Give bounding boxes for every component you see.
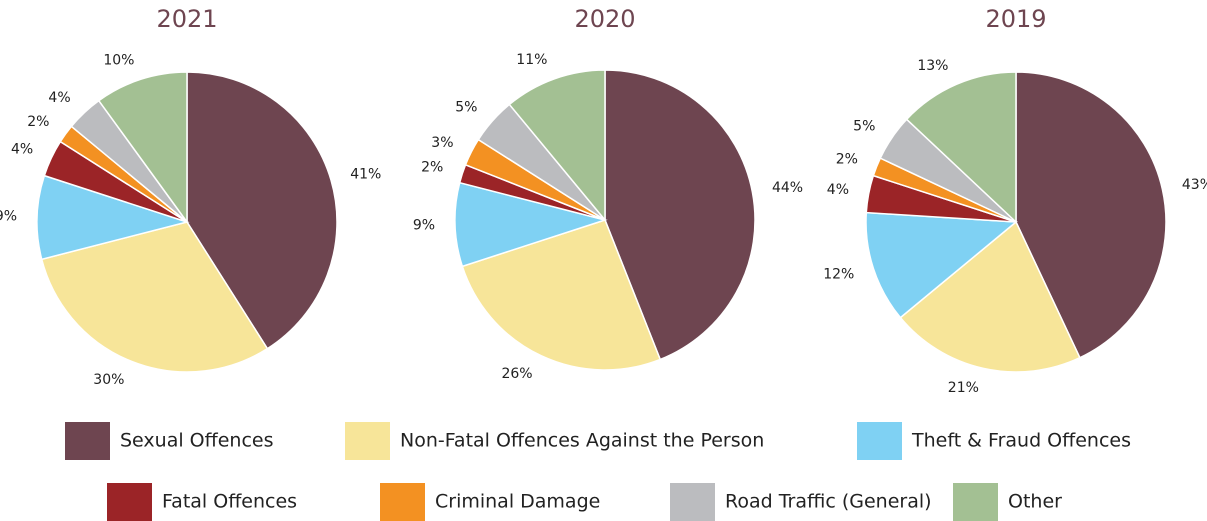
data-label: 4% [11,142,33,158]
legend-swatch [107,483,152,521]
pie-slice [36,174,190,261]
data-label: 21% [948,380,979,396]
legend-swatch [953,483,998,521]
legend-label: Theft & Fraud Offences [911,430,1131,452]
data-label: 43% [1182,177,1207,193]
legend-label: Criminal Damage [435,491,600,513]
legend-swatch [380,483,425,521]
data-label: 26% [501,366,532,382]
data-label: 9% [413,217,435,233]
data-label: 2% [836,151,858,167]
data-label: 5% [853,118,875,134]
legend-label: Road Traffic (General) [725,491,932,513]
data-label: 2% [27,114,49,130]
pie-slice [454,181,608,268]
data-label: 44% [772,180,803,196]
pie-slice [186,71,338,350]
data-label: 9% [0,209,17,225]
pie-slice [508,69,606,223]
data-label: 30% [93,372,124,388]
chart-title: 2020 [574,5,635,33]
chart-title: 2021 [156,5,217,33]
pie-slice [604,69,756,361]
legend-label: Sexual Offences [120,430,273,452]
pie-slice [865,211,1018,319]
pie-slice [461,219,662,371]
data-label: 4% [48,90,70,106]
data-label: 13% [917,58,948,74]
legend-label: Fatal Offences [162,491,297,513]
data-label: 5% [455,100,477,116]
data-label: 41% [350,167,381,183]
data-label: 11% [516,52,547,68]
legend-swatch [65,422,110,460]
chart-title: 2019 [985,5,1046,33]
legend-swatch [345,422,390,460]
data-label: 10% [103,52,134,68]
legend-label: Non-Fatal Offences Against the Person [400,430,764,452]
legend-swatch [857,422,902,460]
pie-slice [905,71,1017,224]
data-label: 3% [431,135,453,151]
pie-slice [1015,71,1167,359]
legend-label: Other [1008,491,1062,513]
data-label: 4% [827,182,849,198]
data-label: 12% [823,267,854,283]
legend-swatch [670,483,715,521]
pie-slice [40,221,269,373]
pie-slice [899,220,1081,373]
data-label: 2% [421,159,443,175]
pie-slice [97,71,188,225]
